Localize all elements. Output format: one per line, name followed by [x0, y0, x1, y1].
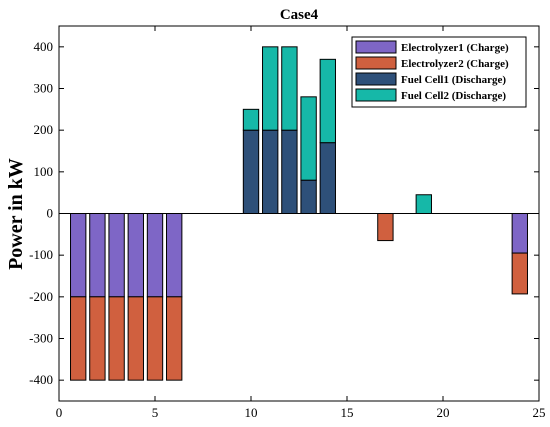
x-tick-label: 5 — [152, 405, 159, 420]
bars-layer — [70, 46, 528, 381]
bar-series2-x5 — [146, 296, 164, 381]
bar-series2-x6 — [166, 296, 183, 381]
y-tick-label: 200 — [34, 122, 54, 137]
bar-series1-x24 — [511, 213, 528, 254]
y-tick-label: -400 — [29, 372, 53, 387]
bar-series4-x14 — [319, 58, 336, 144]
y-axis-label: Power in kW — [5, 158, 27, 270]
x-tick-label: 10 — [245, 405, 258, 420]
legend-swatch-2 — [355, 56, 397, 70]
y-tick-label: 0 — [47, 206, 54, 221]
y-tick-label: -100 — [29, 247, 53, 262]
bar-series4-x19 — [415, 194, 432, 214]
bar-series4-x13 — [300, 96, 317, 181]
y-tick-label: 100 — [34, 164, 54, 179]
legend: Electrolyzer1 (Charge) Electrolyzer2 (Cha… — [351, 36, 527, 108]
x-tick-label: 20 — [437, 405, 450, 420]
bar-series3-x12 — [281, 129, 298, 214]
legend-label-3: Fuel Cell1 (Discharge) — [401, 74, 506, 86]
bar-series2-x17 — [377, 213, 394, 242]
bar-series1-x3 — [108, 213, 125, 298]
bar-series2-x24 — [511, 252, 528, 295]
chart-title: Case4 — [280, 7, 319, 23]
x-tick-label: 0 — [56, 405, 63, 420]
bar-series1-x5 — [146, 213, 164, 298]
bar-series4-x11 — [262, 46, 279, 131]
legend-label-1: Electrolyzer1 (Charge) — [401, 42, 509, 54]
bar-series3-x14 — [319, 142, 336, 214]
legend-swatch-4 — [355, 88, 397, 102]
y-tick-label: -200 — [29, 289, 53, 304]
ticks-layer: 0 5 10 15 20 25 -400 -300 -200 -100 0 100 200 300 400 — [29, 26, 546, 420]
legend-label-2: Electrolyzer2 (Charge) — [401, 58, 509, 70]
y-tick-label: 400 — [34, 39, 54, 54]
bar-series1-x6 — [166, 213, 183, 298]
bar-series3-x13 — [300, 179, 317, 214]
bar-series3-x11 — [262, 129, 279, 214]
y-tick-label: 300 — [34, 81, 54, 96]
legend-label-4: Fuel Cell2 (Discharge) — [401, 90, 506, 102]
legend-swatch-1 — [355, 40, 397, 54]
bar-series2-x4 — [127, 296, 144, 381]
x-tick-label: 25 — [533, 405, 546, 420]
bar-series1-x1 — [70, 213, 87, 298]
bar-series2-x3 — [108, 296, 125, 381]
bar-series2-x1 — [70, 296, 87, 381]
bar-series3-x10 — [242, 129, 260, 214]
bar-series4-x10 — [242, 108, 260, 131]
bar-series1-x4 — [127, 213, 144, 298]
legend-swatch-3 — [355, 72, 397, 86]
y-tick-label: -300 — [29, 331, 53, 346]
bar-series2-x2 — [89, 296, 106, 381]
bar-series1-x2 — [89, 213, 106, 298]
bar-series4-x12 — [281, 46, 298, 131]
x-tick-label: 15 — [341, 405, 354, 420]
